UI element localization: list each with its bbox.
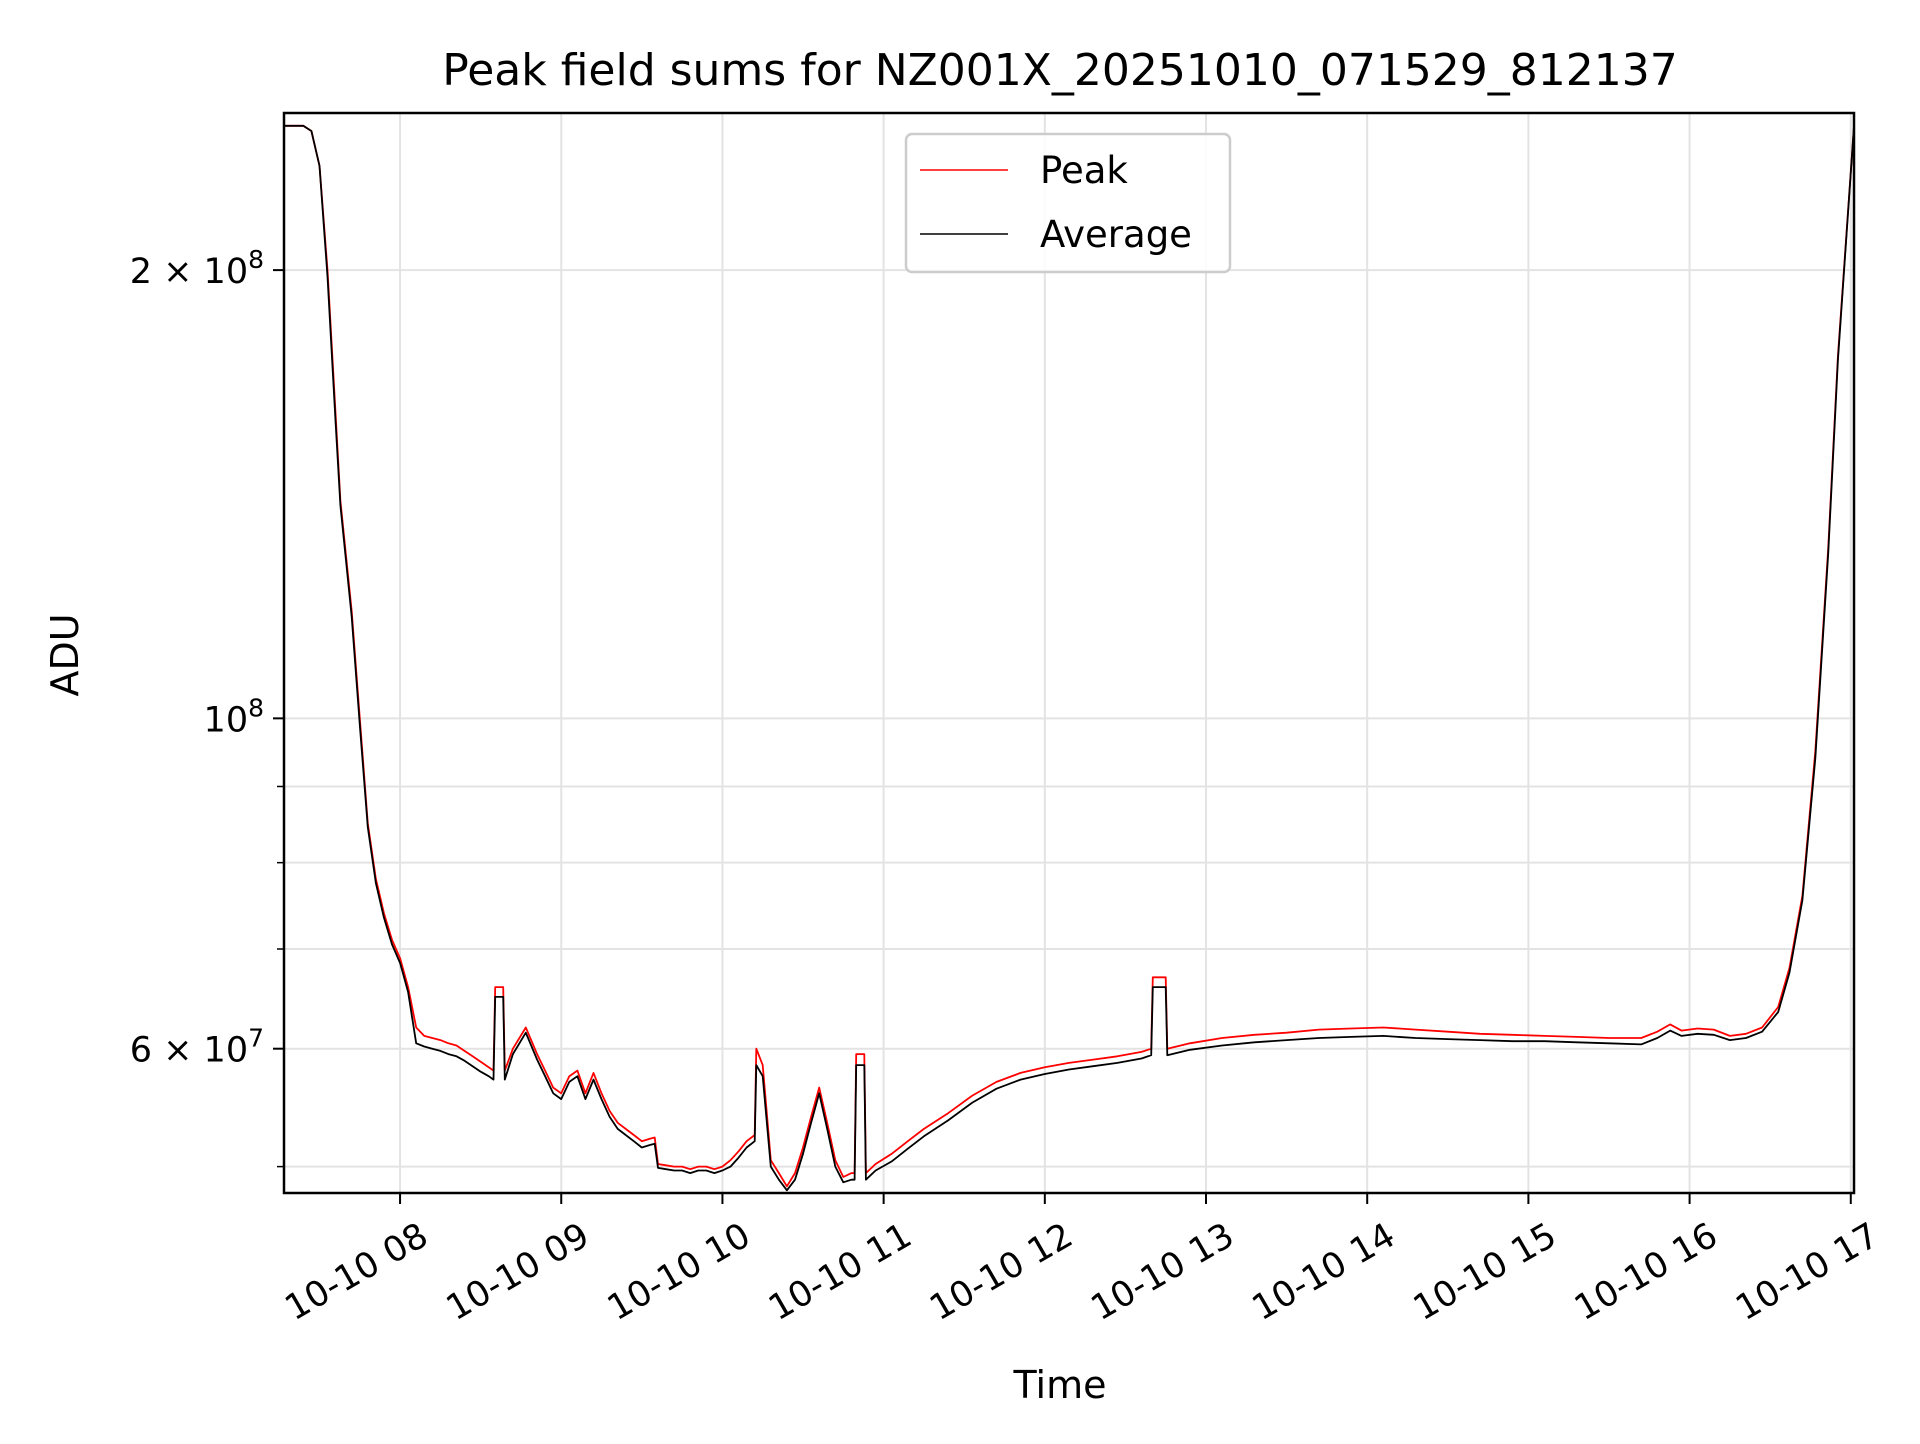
y-tick-label-exponent: 8 [248,693,264,722]
y-tick-label: 6 × 107 [130,1024,264,1071]
y-tick-label-exponent: 8 [248,245,264,274]
plot-frame [282,111,1856,1195]
y-axis-label: ADU [43,613,87,696]
legend-label-average: Average [1040,213,1192,256]
y-tick-label-exponent: 7 [248,1024,264,1053]
chart-title: Peak field sums for NZ001X_20251010_0715… [442,45,1678,96]
grid [284,113,1854,1193]
y-tick-label: 2 × 108 [130,245,264,292]
y-tick-label: 108 [204,693,264,740]
x-axis-label: Time [1013,1363,1107,1407]
series-line-average [284,124,1854,1192]
legend-label-peak: Peak [1040,149,1128,192]
series-line-peak [284,124,1854,1188]
legend-box [904,132,1232,274]
y-tick-label-base: 10 [204,700,249,740]
y-tick-label-base: 6 × 10 [130,1031,248,1071]
y-tick-label-base: 2 × 10 [130,252,248,292]
legend: Peak Average [904,132,1232,274]
series-group [284,124,1854,1192]
